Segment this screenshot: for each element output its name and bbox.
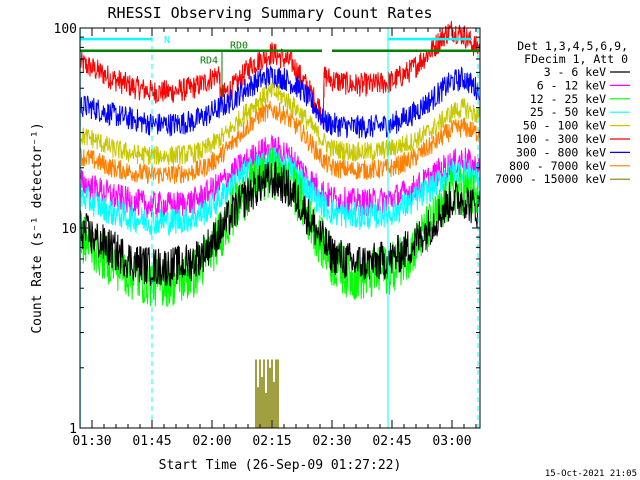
x-tick-label: 01:45 — [132, 434, 171, 449]
series-line-0 — [79, 20, 480, 125]
chart-title: RHESSI Observing Summary Count Rates — [107, 4, 432, 22]
x-tick-label: 02:15 — [252, 434, 291, 449]
y-tick-label: 100 — [54, 22, 77, 37]
flag-rd0-label: RD0 — [230, 41, 248, 52]
x-tick-label: 03:00 — [432, 434, 471, 449]
legend-entry-label: 50 - 100 keV — [523, 119, 606, 133]
series-line-1 — [79, 66, 480, 139]
legend-entry-label: 6 - 12 keV — [537, 78, 606, 92]
x-axis-label: Start Time (26-Sep-09 01:27:22) — [159, 458, 402, 473]
legend-entry-label: 7000 - 15000 keV — [495, 172, 606, 186]
series-line-3 — [79, 82, 480, 166]
legend-header: Det 1,3,4,5,6,9, — [517, 39, 628, 53]
legend-header: FDecim 1, Att 0 — [524, 52, 628, 66]
series-line-5 — [79, 146, 480, 237]
legend: Det 1,3,4,5,6,9,FDecim 1, Att 03 - 6 keV… — [495, 39, 630, 186]
x-tick-label: 02:45 — [372, 434, 411, 449]
y-tick-label: 10 — [61, 222, 77, 237]
flag-rd4-label: RD4 — [200, 56, 218, 67]
x-tick-label: 01:30 — [72, 434, 111, 449]
series-line-6 — [79, 147, 480, 308]
legend-entry-label: 100 - 300 keV — [516, 132, 606, 146]
series-line-7 — [79, 161, 480, 287]
plot-area: N RD0 RD4 — [79, 20, 480, 428]
footer-timestamp: 15-Oct-2021 21:05 — [545, 469, 637, 479]
axes: 01:30 01:45 02:00 02:15 02:30 02:45 03:00 1 10 10… — [54, 22, 480, 449]
x-tick-label: 02:00 — [192, 434, 231, 449]
legend-entry-label: 3 - 6 keV — [544, 65, 606, 79]
legend-entry-label: 12 - 25 keV — [530, 92, 606, 106]
flag-n-label: N — [164, 35, 170, 46]
series-line-2 — [79, 100, 480, 184]
x-tick-label: 02:30 — [312, 434, 351, 449]
legend-entry-label: 300 - 800 keV — [516, 145, 606, 159]
legend-entry-label: 800 - 7000 keV — [509, 159, 606, 173]
legend-entry-label: 25 - 50 keV — [530, 105, 606, 119]
y-axis-label: Count Rate (s⁻¹ detector⁻¹) — [30, 122, 45, 333]
y-tick-label: 1 — [69, 422, 77, 437]
series-line-4 — [79, 134, 480, 219]
